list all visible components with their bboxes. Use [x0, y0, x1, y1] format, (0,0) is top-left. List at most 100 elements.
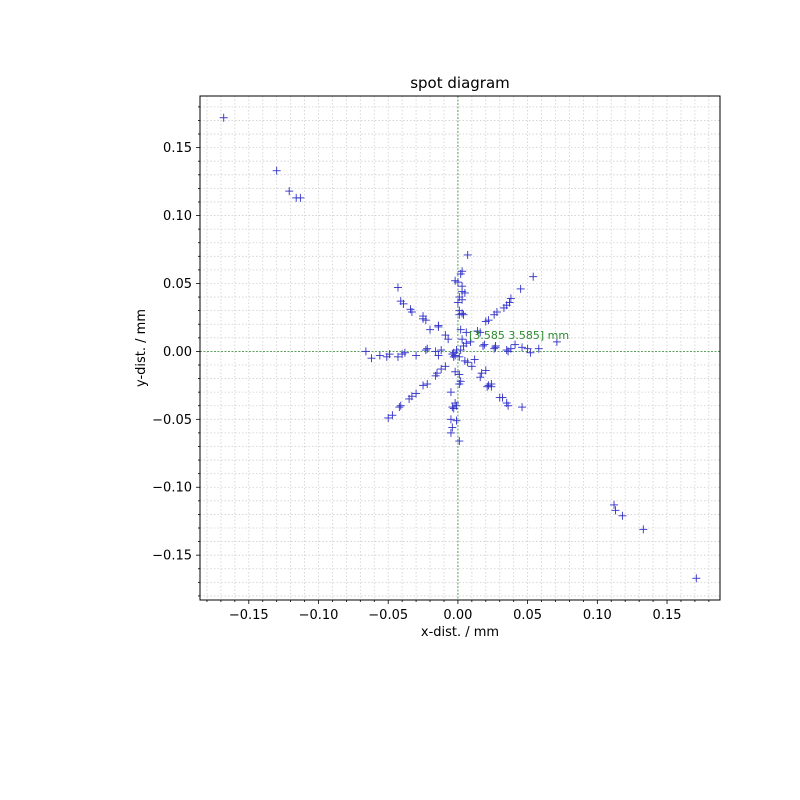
- y-tick-label: −0.05: [152, 413, 192, 428]
- spot-point: [502, 346, 511, 355]
- y-tick-label: 0.00: [163, 345, 192, 360]
- spot-point: [446, 388, 455, 397]
- spot-point: [419, 381, 428, 390]
- spot-point: [455, 437, 464, 446]
- spot-point: [453, 298, 462, 307]
- spot-point: [361, 347, 370, 356]
- spot-point: [499, 303, 508, 312]
- spot-point: [618, 511, 627, 520]
- x-axis-label: x-dist. / mm: [421, 625, 499, 640]
- spot-point: [434, 322, 443, 331]
- x-tick-label: −0.05: [368, 608, 408, 623]
- spot-point: [272, 166, 281, 175]
- spot-point: [506, 294, 515, 303]
- spot-point: [523, 344, 532, 353]
- y-tick-labels: −0.15 −0.10 −0.05 0.00 0.05 0.10 0.15: [152, 141, 192, 564]
- spot-point: [476, 373, 485, 382]
- spot-point: [467, 362, 476, 371]
- spot-point: [384, 413, 393, 422]
- spot-point: [444, 335, 453, 344]
- spot-point: [463, 358, 472, 367]
- spot-point: [423, 380, 432, 388]
- spot-point: [449, 404, 458, 413]
- spot-point: [692, 574, 701, 583]
- axis-ticks: [196, 106, 710, 604]
- y-tick-label: 0.15: [163, 141, 192, 156]
- chart-title: spot diagram: [410, 74, 510, 92]
- spot-point: [483, 382, 492, 391]
- spot-point: [421, 316, 430, 325]
- spot-point: [460, 288, 469, 297]
- grid: [200, 96, 720, 600]
- spot-point: [455, 370, 464, 379]
- data-points: [219, 113, 701, 583]
- spot-point: [441, 331, 450, 340]
- spot-point: [495, 393, 504, 402]
- spot-point: [479, 341, 488, 350]
- plot-frame: [199, 95, 721, 601]
- y-tick-label: 0.10: [163, 209, 192, 224]
- spot-point: [296, 193, 305, 202]
- spot-point: [487, 380, 496, 388]
- spot-point: [639, 525, 648, 534]
- spot-point: [407, 308, 416, 316]
- spot-point: [396, 401, 405, 410]
- y-axis-label: y-dist. / mm: [134, 309, 149, 387]
- spot-point: [446, 415, 455, 424]
- spot-point: [526, 348, 535, 357]
- spot-point: [459, 341, 468, 350]
- spot-point: [451, 351, 460, 360]
- spot-point: [434, 351, 443, 360]
- spot-point: [437, 365, 446, 374]
- spot-point: [431, 347, 440, 356]
- spot-point: [511, 340, 520, 349]
- y-tick-label: 0.05: [163, 277, 192, 292]
- spot-point: [463, 250, 472, 259]
- spot-point: [400, 348, 409, 357]
- spot-point: [448, 403, 457, 412]
- spot-point: [448, 423, 457, 432]
- x-tick-label: 0.10: [583, 608, 612, 623]
- spot-point: [476, 328, 485, 337]
- spot-point: [385, 350, 394, 359]
- spot-point: [375, 351, 384, 360]
- spot-point: [552, 337, 561, 346]
- spot-point: [219, 113, 228, 122]
- x-tick-labels: −0.15 −0.10 −0.05 0.00 0.05 0.10 0.15: [229, 608, 682, 623]
- spot-point: [529, 272, 538, 281]
- spot-point: [393, 283, 402, 292]
- spot-point: [502, 399, 511, 408]
- spot-point: [518, 403, 527, 412]
- x-tick-label: 0.05: [513, 608, 542, 623]
- x-tick-label: −0.10: [299, 608, 339, 623]
- spot-point: [477, 369, 486, 378]
- spot-point: [367, 354, 376, 363]
- spot-point: [412, 389, 421, 398]
- spot-point: [412, 351, 421, 360]
- chief-ray-annotation: [3.585 3.585] mm: [469, 329, 569, 342]
- x-tick-label: 0.00: [443, 608, 472, 623]
- spot-point: [451, 276, 460, 285]
- spot-point: [456, 269, 465, 278]
- spot-point: [432, 369, 441, 378]
- spot-point: [388, 411, 397, 420]
- spot-point: [480, 340, 489, 349]
- spot-point: [451, 367, 460, 376]
- spot-point: [395, 403, 404, 412]
- spot-point: [611, 506, 620, 515]
- spot-point: [516, 284, 525, 293]
- crosshair: [200, 96, 720, 600]
- spot-point: [456, 377, 465, 386]
- spot-point: [452, 416, 461, 425]
- spot-point: [458, 335, 467, 344]
- y-tick-label: −0.15: [152, 549, 192, 564]
- x-tick-label: 0.15: [653, 608, 682, 623]
- spot-point: [437, 346, 446, 355]
- spot-point: [518, 343, 527, 352]
- spot-point: [423, 344, 432, 353]
- spot-point: [399, 299, 408, 308]
- spot-point: [451, 399, 460, 408]
- spot-point: [421, 346, 430, 355]
- spot-point: [490, 344, 499, 353]
